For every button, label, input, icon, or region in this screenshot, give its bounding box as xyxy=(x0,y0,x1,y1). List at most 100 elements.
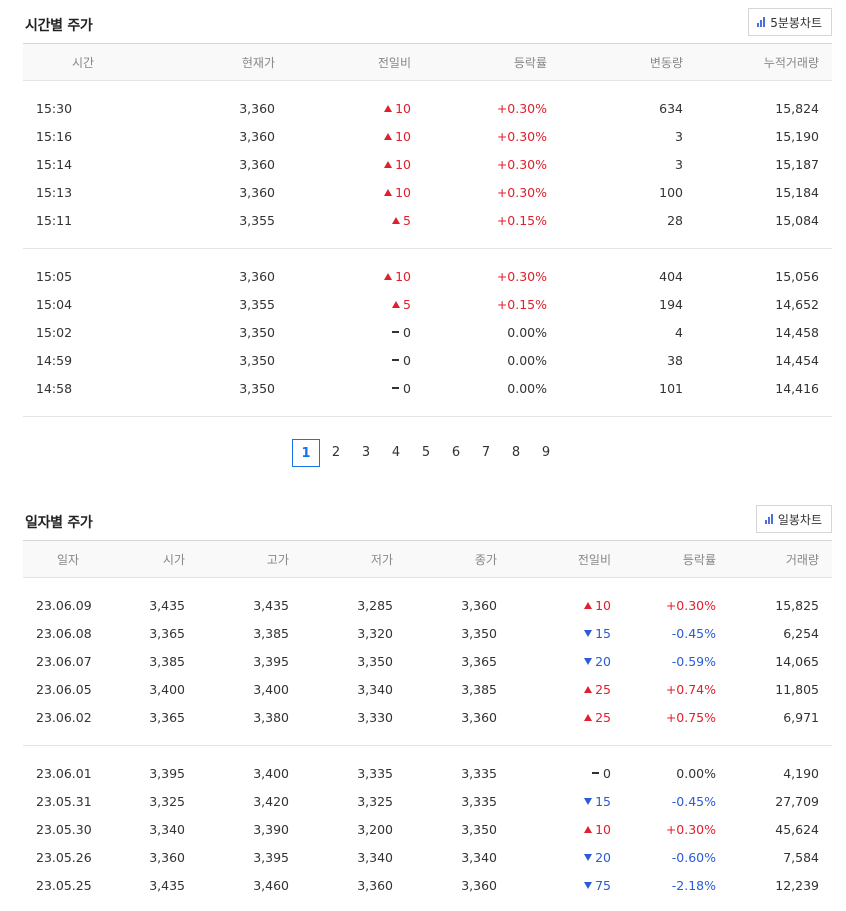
high-cell: 3,400 xyxy=(253,766,289,781)
page-link-5[interactable]: 5 xyxy=(421,445,431,460)
up-triangle-icon xyxy=(392,217,401,224)
open-cell: 3,325 xyxy=(149,794,185,809)
change-cell: 10 xyxy=(497,592,611,620)
header-volume-change: 변동량 xyxy=(547,43,683,81)
daily-chart-button[interactable]: 일봉차트 xyxy=(755,505,832,533)
change-cell: 20 xyxy=(497,844,611,872)
change-cell: 0 xyxy=(275,319,411,347)
rate-cell: -0.45% xyxy=(671,626,716,641)
cumulative-volume-cell: 15,084 xyxy=(775,213,819,228)
cumulative-volume-cell: 15,187 xyxy=(775,157,819,172)
flat-dash-icon xyxy=(392,359,400,361)
page-link-3[interactable]: 3 xyxy=(361,445,371,460)
date-cell: 23.06.08 xyxy=(36,626,92,641)
time-cell: 15:16 xyxy=(36,129,73,144)
low-cell: 3,350 xyxy=(357,654,393,669)
open-cell: 3,365 xyxy=(149,626,185,641)
date-cell: 23.06.02 xyxy=(36,710,92,725)
daily-section-header: 일자별 주가 일봉차트 xyxy=(23,505,832,537)
close-cell: 3,385 xyxy=(461,682,497,697)
date-cell: 23.06.07 xyxy=(36,654,92,669)
page-link-6[interactable]: 6 xyxy=(451,445,461,460)
header-high: 고가 xyxy=(185,540,289,578)
high-cell: 3,400 xyxy=(253,682,289,697)
time-cell: 15:02 xyxy=(36,325,73,340)
daily-table-header-row: 일자 시가 고가 저가 종가 전일비 등락률 거래량 xyxy=(23,540,832,578)
volume-cell: 12,239 xyxy=(775,878,819,893)
table-row: 23.06.02 3,365 3,380 3,330 3,360 25 +0.75% 6,97… xyxy=(23,704,832,732)
change-value: 10 xyxy=(395,185,411,200)
volume-change-cell: 3 xyxy=(675,157,683,172)
low-cell: 3,330 xyxy=(357,710,393,725)
close-cell: 3,360 xyxy=(461,710,497,725)
change-value: 15 xyxy=(595,794,611,809)
down-triangle-icon xyxy=(584,798,593,805)
rate-cell: 0.00% xyxy=(676,766,716,781)
table-row: 23.05.25 3,435 3,460 3,360 3,360 75 -2.18% 12,2… xyxy=(23,872,832,900)
daily-price-table: 일자 시가 고가 저가 종가 전일비 등락률 거래량 23.06.09 3,435… xyxy=(23,540,832,900)
high-cell: 3,390 xyxy=(253,822,289,837)
volume-change-cell: 100 xyxy=(659,185,683,200)
price-cell: 3,355 xyxy=(239,297,275,312)
change-value: 25 xyxy=(595,710,611,725)
flat-dash-icon xyxy=(592,772,600,774)
down-triangle-icon xyxy=(584,882,593,889)
high-cell: 3,460 xyxy=(253,878,289,893)
bar-chart-icon xyxy=(757,17,766,27)
rate-cell: +0.15% xyxy=(496,297,547,312)
table-row: 15:05 3,360 10 +0.30% 404 15,056 xyxy=(23,263,832,291)
five-minute-chart-label: 5분봉차트 xyxy=(770,15,822,30)
header-volume: 거래량 xyxy=(716,540,832,578)
open-cell: 3,360 xyxy=(149,850,185,865)
change-cell: 10 xyxy=(275,123,411,151)
rate-cell: -0.45% xyxy=(671,794,716,809)
page-link-9[interactable]: 9 xyxy=(541,445,551,460)
time-cell: 15:11 xyxy=(36,213,73,228)
rate-cell: -2.18% xyxy=(671,878,716,893)
page-link-2[interactable]: 2 xyxy=(331,445,341,460)
up-triangle-icon xyxy=(384,133,393,140)
header-open: 시가 xyxy=(113,540,185,578)
header-rate: 등락률 xyxy=(611,540,716,578)
page-link-8[interactable]: 8 xyxy=(511,445,521,460)
high-cell: 3,420 xyxy=(253,794,289,809)
open-cell: 3,400 xyxy=(149,682,185,697)
change-value: 10 xyxy=(395,269,411,284)
change-value: 10 xyxy=(395,129,411,144)
time-section-title: 시간별 주가 xyxy=(25,18,93,34)
up-triangle-icon xyxy=(384,189,393,196)
volume-cell: 14,065 xyxy=(775,654,819,669)
flat-dash-icon xyxy=(392,387,400,389)
table-row: 15:14 3,360 10 +0.30% 3 15,187 xyxy=(23,151,832,179)
table-row: 23.06.07 3,385 3,395 3,350 3,365 20 -0.59% 14,0… xyxy=(23,648,832,676)
date-cell: 23.06.05 xyxy=(36,682,92,697)
open-cell: 3,435 xyxy=(149,598,185,613)
change-value: 5 xyxy=(403,213,411,228)
volume-cell: 27,709 xyxy=(775,794,819,809)
time-table-header-row: 시간 현재가 전일비 등락률 변동량 누적거래량 xyxy=(23,43,832,81)
volume-change-cell: 634 xyxy=(659,101,683,116)
header-date: 일자 xyxy=(23,540,113,578)
rate-cell: -0.60% xyxy=(671,850,716,865)
up-triangle-icon xyxy=(384,161,393,168)
volume-change-cell: 101 xyxy=(659,381,683,396)
close-cell: 3,360 xyxy=(461,878,497,893)
page-link-4[interactable]: 4 xyxy=(391,445,401,460)
cumulative-volume-cell: 15,056 xyxy=(775,269,819,284)
page-link-1[interactable]: 1 xyxy=(292,439,320,467)
rate-cell: 0.00% xyxy=(507,381,547,396)
volume-cell: 11,805 xyxy=(775,682,819,697)
page-link-7[interactable]: 7 xyxy=(481,445,491,460)
header-cumulative-volume: 누적거래량 xyxy=(683,43,832,81)
header-close: 종가 xyxy=(393,540,497,578)
cumulative-volume-cell: 14,652 xyxy=(775,297,819,312)
five-minute-chart-button[interactable]: 5분봉차트 xyxy=(748,8,832,36)
low-cell: 3,320 xyxy=(357,626,393,641)
change-cell: 20 xyxy=(497,648,611,676)
header-low: 저가 xyxy=(289,540,393,578)
cumulative-volume-cell: 14,454 xyxy=(775,353,819,368)
volume-change-cell: 404 xyxy=(659,269,683,284)
change-value: 0 xyxy=(403,381,411,396)
table-row: 23.05.26 3,360 3,395 3,340 3,340 20 -0.60% 7,58… xyxy=(23,844,832,872)
time-table-body: 15:30 3,360 10 +0.30% 634 15,824 15:16 3,360 10 +… xyxy=(23,81,832,417)
